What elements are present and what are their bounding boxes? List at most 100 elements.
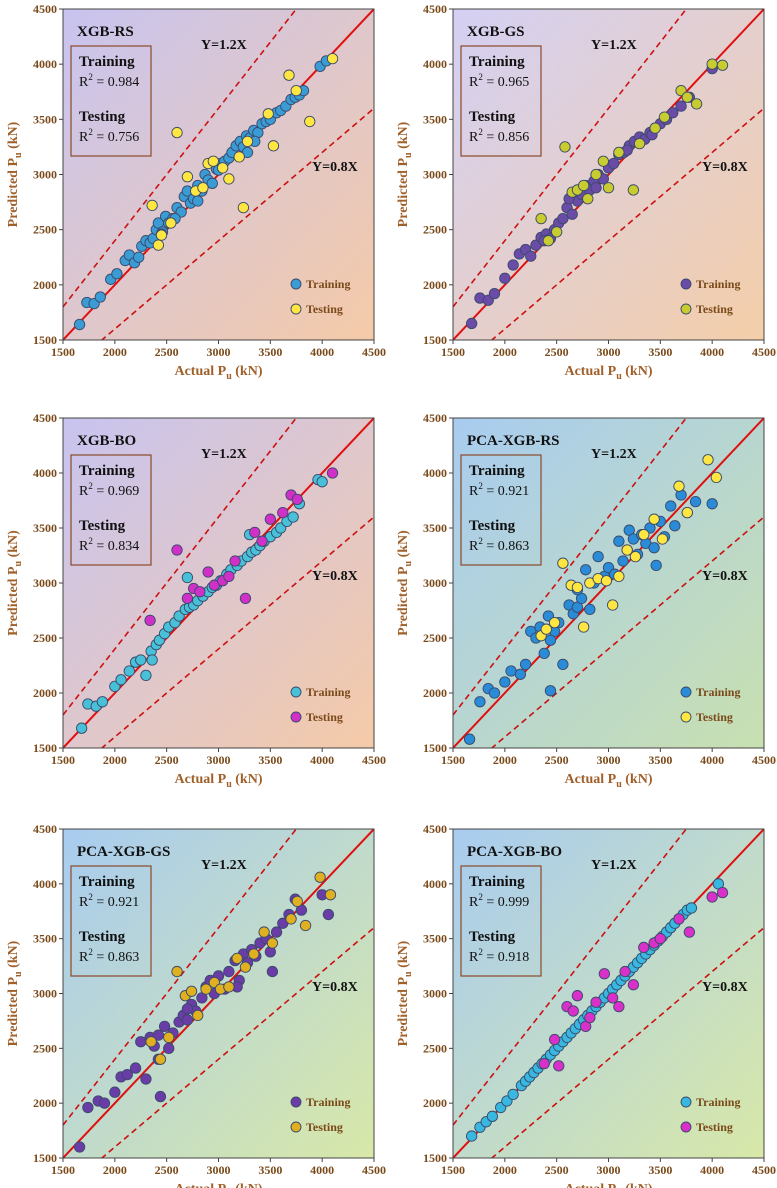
chart-panel-4: 1500 2000 2500 3000 3500 4000 4500 1500 2000 2500…: [396, 411, 776, 790]
x-tick-label: 2500: [155, 345, 179, 359]
point-testing: [314, 871, 326, 883]
point-testing: [326, 467, 339, 479]
line-1.2x: [453, 9, 687, 308]
x-axis-label: Actual Pu (kN): [174, 772, 262, 790]
y-tick-label: 4000: [423, 466, 447, 480]
x-tick-label: 3000: [207, 753, 231, 767]
point-testing: [571, 581, 584, 594]
y-tick-label: 2000: [423, 1096, 447, 1110]
point-testing: [627, 979, 640, 991]
label-1.2x: Y=1.2X: [591, 447, 637, 462]
plot-area: [453, 829, 764, 1158]
point-testing: [681, 506, 693, 519]
line-1.2x: [453, 418, 687, 716]
y-tick-label: 3000: [423, 576, 447, 590]
x-tick-label: 2500: [155, 753, 179, 767]
point-testing: [239, 961, 252, 973]
point-training: [316, 476, 328, 488]
x-tick-label: 4500: [362, 1163, 386, 1177]
point-testing: [542, 235, 555, 247]
point-testing: [154, 1053, 167, 1065]
point-testing: [291, 895, 303, 908]
point-training: [109, 1086, 121, 1098]
line-1.2x: [63, 829, 297, 1126]
point-testing: [223, 981, 235, 993]
series-training: [466, 878, 725, 1142]
point-training: [73, 318, 86, 331]
point-testing: [200, 983, 212, 995]
point-training: [669, 520, 681, 532]
point-testing: [567, 1005, 579, 1017]
legend-marker-testing: [290, 1121, 302, 1133]
y-tick-label: 4000: [33, 466, 57, 480]
x-tick-label: 3500: [648, 753, 672, 767]
point-training: [466, 1130, 478, 1142]
y-tick-label: 4000: [33, 57, 57, 71]
train-r2: R2 = 0.921: [79, 892, 139, 910]
point-training: [592, 550, 604, 563]
point-training: [158, 1020, 171, 1033]
point-training: [525, 250, 537, 262]
x-tick-label: 2500: [545, 753, 569, 767]
x-tick-label: 2000: [103, 345, 127, 359]
chart-title: PCA-XGB-BO: [467, 844, 562, 860]
label-1.2x: Y=1.2X: [591, 38, 637, 53]
point-testing: [256, 535, 268, 547]
label-1.2x: Y=1.2X: [201, 38, 247, 53]
x-tick-label: 4500: [362, 753, 386, 767]
point-training: [514, 668, 527, 680]
label-0.8x: Y=0.8X: [312, 980, 358, 995]
x-tick-label: 1500: [441, 345, 465, 359]
label-0.8x: Y=0.8X: [312, 569, 358, 584]
point-testing: [716, 59, 729, 71]
line-0.8x: [100, 516, 374, 748]
x-axis-label: Actual Pu (kN): [564, 364, 652, 382]
point-training: [223, 965, 235, 978]
point-testing: [304, 115, 316, 128]
point-testing: [229, 555, 241, 567]
point-training: [135, 654, 147, 666]
test-r2: R2 = 0.863: [79, 947, 139, 965]
y-tick-label: 2500: [33, 223, 57, 237]
x-tick-label: 3000: [597, 1163, 621, 1177]
x-tick-label: 2500: [545, 345, 569, 359]
metrics-box: [70, 454, 152, 566]
legend-label-training: Training: [696, 685, 740, 699]
point-training: [650, 559, 662, 572]
point-testing: [231, 952, 243, 965]
legend-label-testing: Testing: [306, 710, 343, 724]
point-testing: [241, 135, 254, 148]
x-axis-label: Actual Pu (kN): [174, 1182, 262, 1188]
legend-marker-testing: [290, 711, 302, 723]
point-training: [181, 571, 194, 584]
metrics-box: [70, 45, 152, 157]
label-0.8x: Y=0.8X: [702, 569, 748, 584]
point-testing: [264, 513, 276, 525]
point-training: [685, 902, 698, 914]
point-testing: [185, 985, 198, 997]
point-testing: [181, 592, 194, 605]
point-training: [146, 654, 158, 666]
point-training: [499, 676, 511, 688]
series-testing: [144, 467, 339, 627]
point-training: [665, 500, 677, 512]
point-testing: [248, 948, 260, 960]
y-tick-label: 4000: [423, 877, 447, 891]
train-heading: Training: [469, 463, 525, 479]
point-testing: [582, 193, 594, 205]
point-testing: [326, 53, 339, 65]
y-tick-label: 2000: [33, 686, 57, 700]
label-0.8x: Y=0.8X: [702, 980, 748, 995]
train-r2: R2 = 0.999: [469, 892, 529, 910]
line-0.8x: [490, 516, 764, 748]
point-training: [505, 665, 517, 677]
x-tick-label: 3500: [648, 345, 672, 359]
x-tick-label: 4500: [752, 345, 776, 359]
point-training: [706, 498, 718, 510]
point-training: [82, 1101, 94, 1114]
x-tick-label: 1500: [51, 753, 75, 767]
line-1.2x: [453, 829, 687, 1126]
point-testing: [181, 171, 194, 183]
point-training: [689, 495, 702, 508]
chart-panel-1: 1500 2000 2500 3000 3500 4000 4500 1500 2000 2500…: [6, 2, 386, 382]
